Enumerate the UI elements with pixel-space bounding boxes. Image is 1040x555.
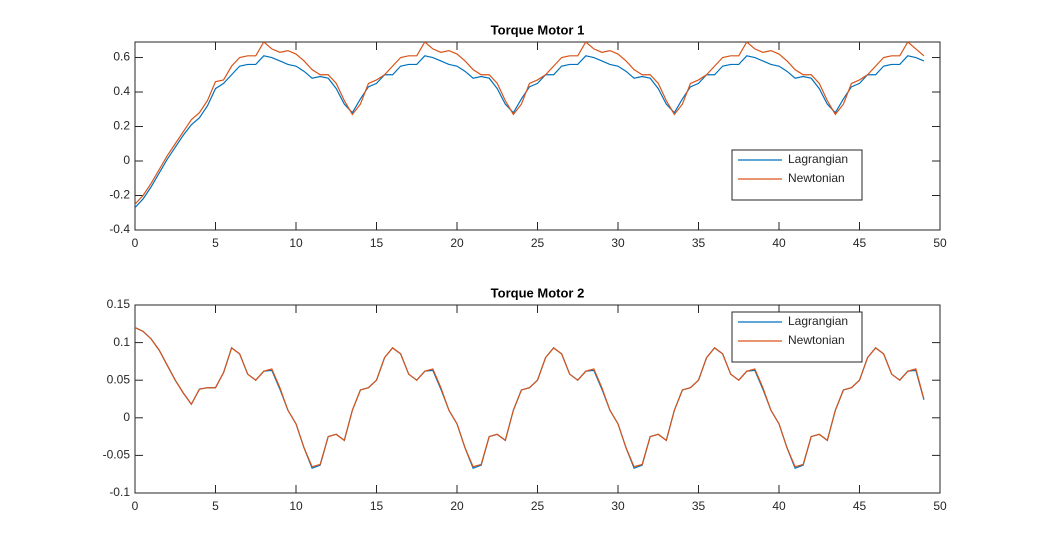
x-tick-label: 15 [370, 236, 384, 250]
x-tick-label: 10 [289, 236, 303, 250]
legend: Lagrangian Newtonian [731, 311, 863, 363]
legend-label: Newtonian [788, 333, 845, 347]
y-tick-label: 0.05 [107, 372, 131, 386]
x-tick-label: 5 [212, 236, 219, 250]
legend-label: Lagrangian [788, 314, 848, 328]
x-tick-label: 50 [933, 236, 947, 250]
x-tick-label: 40 [772, 236, 786, 250]
x-tick-label: 0 [132, 236, 139, 250]
lines [135, 327, 925, 469]
y-tick-label: -0.05 [103, 448, 131, 462]
y-tick-label: 0.15 [107, 297, 131, 311]
x-tick-label: 45 [853, 499, 867, 513]
y-tick-label: 0 [123, 410, 130, 424]
x-tick-label: 20 [450, 236, 464, 250]
x-tick-label: 15 [370, 499, 384, 513]
axes: Torque Motor 1 0 5 10 15 20 25 30 35 40 45 50 -0.4 -0… [109, 22, 947, 250]
x-tick-label: 25 [531, 236, 545, 250]
chart-title: Torque Motor 2 [491, 285, 585, 300]
x-tick-label: 20 [450, 499, 464, 513]
y-tick-label: -0.4 [109, 222, 130, 236]
plot-area [134, 41, 941, 231]
legend-label: Lagrangian [788, 152, 848, 166]
axes: Torque Motor 2 0 5 10 15 20 25 30 35 40 45 50 -0.1 -0… [103, 285, 947, 513]
y-tick-label: 0 [123, 153, 130, 167]
data-line [135, 327, 925, 468]
data-line [135, 42, 925, 205]
x-tick-label: 5 [212, 499, 219, 513]
x-tick-label: 30 [611, 499, 625, 513]
y-tick-label: 0.2 [113, 119, 130, 133]
y-tick-label: 0.1 [113, 335, 130, 349]
y-tick-label: 0.4 [113, 84, 130, 98]
y-tick-label: -0.2 [109, 188, 130, 202]
y-tick-label: -0.1 [109, 485, 130, 499]
y-tick-label: 0.6 [113, 50, 130, 64]
x-tick-label: 45 [853, 236, 867, 250]
legend-box [731, 149, 863, 201]
x-tick-label: 25 [531, 499, 545, 513]
x-tick-label: 50 [933, 499, 947, 513]
data-line [135, 55, 925, 208]
legend-box [731, 311, 863, 363]
x-tick-label: 35 [692, 236, 706, 250]
x-tick-label: 35 [692, 499, 706, 513]
legend-label: Newtonian [788, 171, 845, 185]
x-tick-label: 30 [611, 236, 625, 250]
x-tick-label: 40 [772, 499, 786, 513]
x-tick-label: 10 [289, 499, 303, 513]
lines [135, 42, 925, 208]
legend: Lagrangian Newtonian [731, 149, 863, 201]
x-tick-label: 0 [132, 499, 139, 513]
chart-title: Torque Motor 1 [491, 22, 585, 37]
